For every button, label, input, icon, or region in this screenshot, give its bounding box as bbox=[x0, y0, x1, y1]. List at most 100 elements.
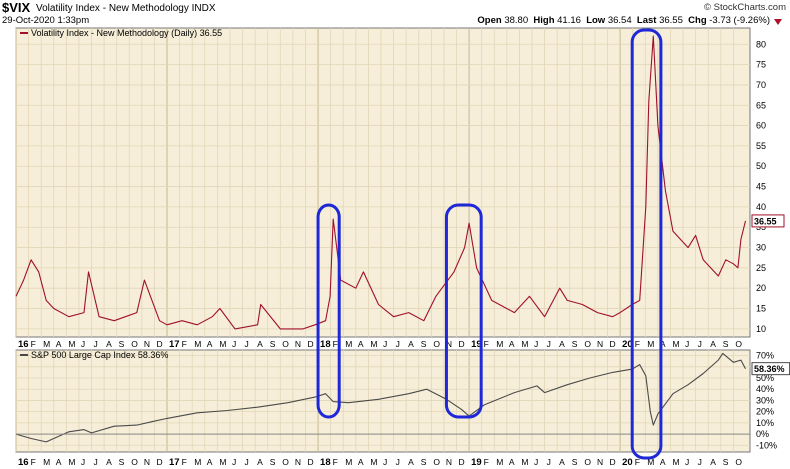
x-tick-month: O bbox=[131, 339, 138, 349]
y-tick-label: 75 bbox=[756, 60, 766, 70]
x-tick-month: D bbox=[307, 457, 313, 467]
x-tick-month: A bbox=[358, 457, 364, 467]
x-tick-month: A bbox=[56, 457, 62, 467]
x-tick-month: M bbox=[521, 457, 528, 467]
x-tick-month: M bbox=[219, 457, 226, 467]
x-tick-month: A bbox=[358, 339, 364, 349]
x-tick-year: 18 bbox=[320, 339, 331, 350]
x-tick-month: A bbox=[257, 457, 263, 467]
y-tick-label: -10% bbox=[756, 440, 777, 450]
x-tick-month: M bbox=[194, 339, 201, 349]
x-tick-month: N bbox=[295, 339, 301, 349]
x-tick-month: J bbox=[245, 339, 249, 349]
x-tick-month: F bbox=[333, 457, 338, 467]
plot-area-2 bbox=[15, 349, 751, 453]
x-tick-month: S bbox=[421, 457, 427, 467]
x-tick-month: F bbox=[31, 339, 36, 349]
x-tick-month: M bbox=[219, 339, 226, 349]
x-tick-month: A bbox=[710, 339, 716, 349]
x-tick-month: J bbox=[698, 457, 702, 467]
y-tick-label: 15 bbox=[756, 304, 766, 314]
x-tick-month: D bbox=[610, 339, 616, 349]
x-tick-year: 16 bbox=[18, 457, 29, 468]
vix-line bbox=[15, 35, 747, 330]
x-tick-month: J bbox=[547, 339, 551, 349]
x-tick-year: 18 bbox=[320, 457, 331, 468]
last-value-box bbox=[751, 214, 785, 228]
x-tick-month: J bbox=[232, 457, 236, 467]
y-tick-label: 20 bbox=[756, 283, 766, 293]
x-tick-month: O bbox=[584, 339, 591, 349]
x-tick-month: D bbox=[610, 457, 616, 467]
x-tick-month: M bbox=[194, 457, 201, 467]
x-tick-month: N bbox=[295, 457, 301, 467]
index-name: Volatility Index - New Methodology bbox=[36, 3, 189, 14]
x-tick-month: F bbox=[182, 339, 187, 349]
x-tick-year: 20 bbox=[622, 457, 633, 468]
x-tick-month: J bbox=[396, 339, 400, 349]
x-tick-month: A bbox=[56, 339, 62, 349]
x-tick-month: S bbox=[723, 457, 729, 467]
y-tick-label: 50% bbox=[756, 373, 774, 383]
x-tick-month: O bbox=[282, 339, 289, 349]
brand-label[interactable]: © StockCharts.com bbox=[704, 2, 786, 13]
x-tick-month: M bbox=[647, 339, 654, 349]
x-tick-year: 17 bbox=[169, 457, 180, 468]
triangle-down-icon bbox=[774, 19, 782, 25]
x-tick-month: O bbox=[735, 457, 742, 467]
highlight-oval bbox=[444, 203, 483, 419]
y-tick-label: 40% bbox=[756, 384, 774, 394]
x-tick-month: J bbox=[245, 457, 249, 467]
x-tick-month: J bbox=[232, 339, 236, 349]
x-tick-month: J bbox=[685, 457, 689, 467]
x-tick-month: J bbox=[547, 457, 551, 467]
y-tick-label: 60% bbox=[756, 362, 774, 372]
x-tick-month: M bbox=[68, 457, 75, 467]
last-value-label: 58.36% bbox=[754, 364, 785, 374]
x-tick-month: D bbox=[459, 339, 465, 349]
x-tick-year: 17 bbox=[169, 339, 180, 350]
x-tick-month: D bbox=[156, 339, 162, 349]
x-tick-month: D bbox=[156, 457, 162, 467]
y-tick-label: 20% bbox=[756, 407, 774, 417]
x-tick-month: F bbox=[484, 339, 489, 349]
y-tick-label: 60 bbox=[756, 121, 766, 131]
x-tick-month: M bbox=[43, 457, 50, 467]
x-tick-month: A bbox=[710, 457, 716, 467]
y-tick-label: 0% bbox=[756, 429, 769, 439]
low-value: 36.54 bbox=[607, 15, 632, 26]
x-tick-month: F bbox=[635, 457, 640, 467]
x-tick-month: N bbox=[144, 339, 150, 349]
x-tick-month: A bbox=[509, 457, 515, 467]
y-tick-label: 55 bbox=[756, 141, 766, 151]
last-value-box bbox=[751, 362, 790, 376]
x-tick-month: J bbox=[698, 339, 702, 349]
y-tick-label: 70 bbox=[756, 80, 766, 90]
x-tick-month: S bbox=[572, 457, 578, 467]
highlight-oval bbox=[316, 203, 341, 419]
x-tick-month: F bbox=[635, 339, 640, 349]
y-tick-label: 65 bbox=[756, 100, 766, 110]
x-tick-month: M bbox=[672, 457, 679, 467]
x-tick-month: A bbox=[207, 457, 213, 467]
y-tick-label: 30 bbox=[756, 243, 766, 253]
chart-date: 29-Oct-2020 1:33pm bbox=[2, 15, 90, 26]
x-tick-month: M bbox=[647, 457, 654, 467]
x-tick-month: N bbox=[597, 339, 603, 349]
x-tick-month: A bbox=[207, 339, 213, 349]
x-tick-month: J bbox=[94, 457, 98, 467]
open-label: Open bbox=[477, 15, 502, 26]
x-tick-month: A bbox=[660, 457, 666, 467]
x-tick-month: A bbox=[559, 457, 565, 467]
x-tick-month: M bbox=[68, 339, 75, 349]
x-tick-month: J bbox=[383, 457, 387, 467]
x-tick-year: 16 bbox=[18, 339, 29, 350]
x-tick-year: 19 bbox=[471, 339, 482, 350]
high-value: 41.16 bbox=[557, 15, 581, 26]
y-tick-label: 10 bbox=[756, 324, 766, 334]
chg-label: Chg bbox=[688, 15, 707, 26]
x-tick-month: O bbox=[433, 457, 440, 467]
x-tick-month: A bbox=[106, 457, 112, 467]
x-tick-month: F bbox=[484, 457, 489, 467]
y-tick-label: 80 bbox=[756, 39, 766, 49]
